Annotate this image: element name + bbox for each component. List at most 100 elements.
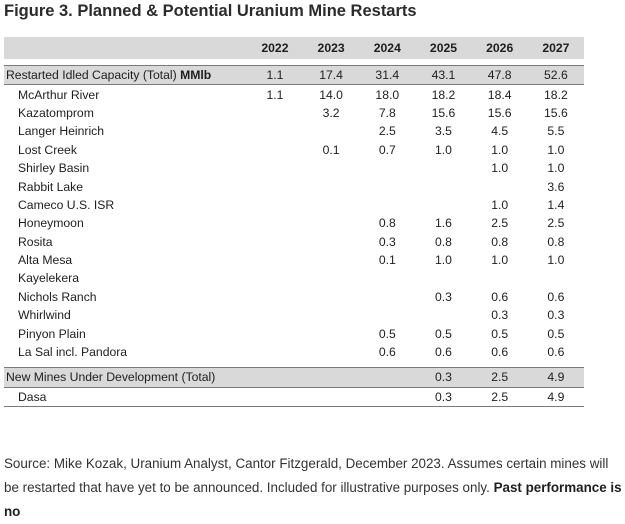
mine-name: Alta Mesa bbox=[4, 251, 247, 269]
value-cell: 2.5 bbox=[547, 216, 565, 231]
value-cell: 0.3 bbox=[491, 308, 509, 323]
value-cell bbox=[359, 196, 415, 214]
value-cell: 0.1 bbox=[322, 142, 340, 157]
value-cell bbox=[303, 288, 359, 306]
value-cell bbox=[247, 104, 303, 122]
value-cell bbox=[472, 177, 528, 195]
value-cell: 0.6 bbox=[491, 289, 509, 304]
value-cell: 1.0 bbox=[491, 161, 509, 176]
value-cell bbox=[303, 196, 359, 214]
value-cell bbox=[303, 159, 359, 177]
value-cell: 0.7 bbox=[378, 142, 396, 157]
value-cell bbox=[415, 269, 471, 287]
year-header-row: 2022 2023 2024 2025 2026 2027 bbox=[4, 37, 584, 59]
value-cell bbox=[303, 251, 359, 269]
mine-name-text: Kazatomprom bbox=[18, 105, 94, 120]
mine-name: Whirlwind bbox=[4, 306, 247, 324]
total-label: Restarted Idled Capacity (Total) MMlb bbox=[4, 64, 247, 86]
value-cell bbox=[303, 269, 359, 287]
value-cell bbox=[247, 251, 303, 269]
value-cell bbox=[247, 343, 303, 361]
value-cell: 1.0 bbox=[547, 161, 565, 176]
value-cell bbox=[472, 269, 528, 287]
mine-name: Lost Creek bbox=[4, 141, 247, 159]
mine-name-text: Cameco U.S. ISR bbox=[18, 197, 115, 212]
value-cell bbox=[303, 122, 359, 140]
value-cell: 0.5 bbox=[547, 326, 565, 341]
value-cell bbox=[247, 269, 303, 287]
value-cell: 31.4 bbox=[359, 64, 416, 86]
mine-row: Honeymoon 0.8 1.6 2.5 2.5 bbox=[4, 214, 584, 232]
value-cell: 2.5 bbox=[491, 216, 509, 231]
value-cell bbox=[303, 233, 359, 251]
value-cell bbox=[247, 159, 303, 177]
value-cell: 4.5 bbox=[491, 124, 509, 139]
value-cell: 1.0 bbox=[491, 142, 509, 157]
year-header: 2023 bbox=[303, 37, 360, 59]
mine-name: Kayelekera bbox=[4, 269, 247, 287]
value-cell bbox=[359, 269, 415, 287]
year-header: 2024 bbox=[359, 37, 416, 59]
restarted-total-row: Restarted Idled Capacity (Total) MMlb 1.1… bbox=[4, 64, 584, 86]
value-cell bbox=[246, 387, 304, 408]
value-cell: 0.1 bbox=[378, 253, 396, 268]
mine-row: Lost Creek 0.1 0.7 1.0 1.0 1.0 bbox=[4, 141, 584, 159]
mine-name-text: Alta Mesa bbox=[18, 253, 73, 268]
value-cell: 1.0 bbox=[547, 253, 565, 268]
value-cell bbox=[246, 367, 304, 388]
total-label-text: Restarted Idled Capacity (Total) bbox=[6, 68, 177, 83]
uranium-restarts-table: 2022 2023 2024 2025 2026 2027 Restarted … bbox=[4, 37, 584, 408]
mine-row: Pinyon Plain 0.5 0.5 0.5 0.5 bbox=[4, 324, 584, 342]
uranium-restarts-table-container: 2022 2023 2024 2025 2026 2027 Restarted … bbox=[4, 37, 584, 408]
mine-name-text: Kayelekera bbox=[18, 271, 79, 286]
mine-name-text: Rabbit Lake bbox=[18, 179, 84, 194]
value-cell: 0.6 bbox=[435, 345, 452, 360]
value-cell: 3.6 bbox=[547, 179, 565, 194]
value-cell bbox=[247, 306, 303, 324]
value-cell: 2.5 bbox=[378, 124, 396, 139]
value-cell: 1.0 bbox=[435, 142, 452, 157]
total-label-text: New Mines Under Development (Total) bbox=[6, 370, 216, 385]
value-cell: 0.3 bbox=[435, 289, 452, 304]
mine-name: Pinyon Plain bbox=[4, 324, 247, 342]
value-cell: 0.6 bbox=[547, 289, 565, 304]
value-cell bbox=[359, 288, 415, 306]
value-cell bbox=[415, 159, 471, 177]
value-cell bbox=[303, 367, 360, 388]
mine-name-text: McArthur River bbox=[18, 87, 100, 102]
value-cell bbox=[247, 324, 303, 342]
value-cell bbox=[247, 233, 303, 251]
mine-row: Kayelekera bbox=[4, 269, 584, 287]
mine-name-text: Langer Heinrich bbox=[18, 124, 105, 139]
value-cell: 5.5 bbox=[547, 124, 565, 139]
value-cell: 0.6 bbox=[378, 345, 396, 360]
value-cell bbox=[303, 343, 359, 361]
value-cell bbox=[303, 306, 359, 324]
mine-name-text: Whirlwind bbox=[18, 308, 71, 323]
figure-title: Figure 3. Planned & Potential Uranium Mi… bbox=[4, 2, 417, 20]
mine-name: Dasa bbox=[4, 387, 247, 408]
mine-name-text: Pinyon Plain bbox=[18, 326, 86, 341]
value-cell bbox=[247, 196, 303, 214]
value-cell: 0.6 bbox=[491, 345, 509, 360]
table-body: Restarted Idled Capacity (Total) MMlb 1.1… bbox=[4, 59, 584, 408]
mine-name: Cameco U.S. ISR bbox=[4, 196, 247, 214]
mine-row: Rabbit Lake 3.6 bbox=[4, 177, 584, 195]
mine-name: La Sal incl. Pandora bbox=[4, 343, 247, 361]
year-header: 2025 bbox=[415, 37, 472, 59]
header-corner-cell bbox=[4, 37, 247, 59]
mine-row: Langer Heinrich 2.5 3.5 4.5 5.5 bbox=[4, 122, 584, 140]
total-label: New Mines Under Development (Total) bbox=[4, 367, 247, 388]
mine-name-text: Nichols Ranch bbox=[18, 289, 97, 304]
value-cell: 0.3 bbox=[378, 234, 396, 249]
mine-row: Whirlwind 0.3 0.3 bbox=[4, 306, 584, 324]
mine-row: Kazatomprom 3.2 7.8 15.6 15.6 15.6 bbox=[4, 104, 584, 122]
value-cell: 1.6 bbox=[435, 216, 452, 231]
mine-name: Rosita bbox=[4, 233, 247, 251]
mine-row: Dasa 0.3 2.5 4.9 bbox=[4, 387, 584, 408]
value-cell: 0.3 bbox=[415, 367, 472, 388]
mine-name: Honeymoon bbox=[4, 214, 247, 232]
value-cell: 43.1 bbox=[415, 64, 472, 86]
value-cell bbox=[359, 367, 416, 388]
mine-row: La Sal incl. Pandora 0.6 0.6 0.6 0.6 bbox=[4, 343, 584, 361]
